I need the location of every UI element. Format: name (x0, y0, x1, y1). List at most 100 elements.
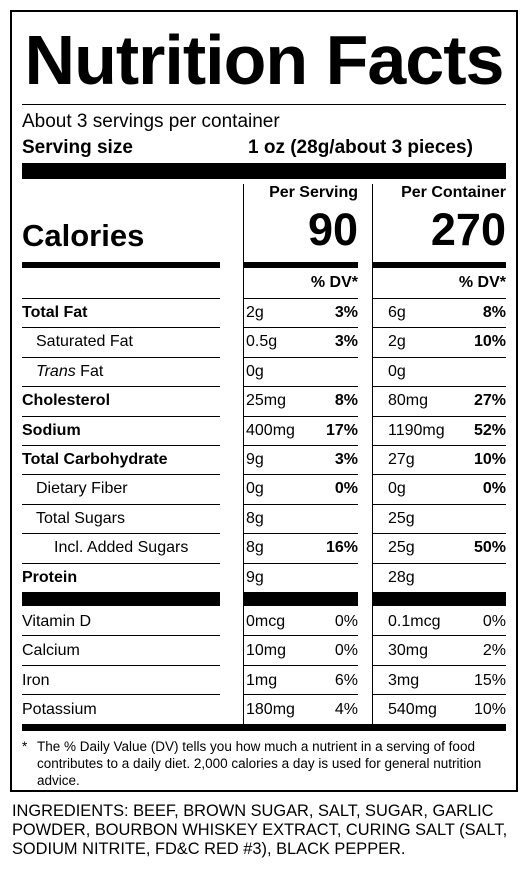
container-dv: 2% (482, 642, 506, 660)
ingredients: INGREDIENTS: BEEF, BROWN SUGAR, SALT, SU… (12, 802, 508, 858)
per-serving-header: Per Serving (269, 184, 358, 201)
row-divider (22, 415, 220, 417)
serving-dv: 0% (334, 613, 358, 630)
nutrition-facts-label: Nutrition Facts About 3 servings per con… (10, 10, 518, 792)
container-dv: 8% (482, 304, 506, 321)
vitamin-name: Vitamin D (22, 613, 92, 630)
nutrient-name: Sodium (22, 421, 81, 439)
serving-amount: 9g (246, 568, 264, 586)
row-divider (244, 356, 358, 358)
nutrient-name: Total Fat (22, 304, 88, 321)
container-amount: 25g (388, 509, 415, 527)
container-amount: 6g (388, 304, 406, 321)
container-amount: 3mg (388, 671, 420, 689)
row-divider (373, 327, 506, 329)
container-amount: 2g (388, 333, 406, 351)
nutrient-name: Total Carbohydrate (22, 451, 168, 468)
vitamin-name: Iron (22, 671, 50, 689)
dv-header-container: % DV* (458, 274, 506, 291)
container-amount: 30mg (388, 642, 429, 660)
vitamin-name: Potassium (22, 701, 97, 719)
row-divider (373, 664, 506, 666)
row-divider (373, 356, 506, 358)
row-divider (244, 298, 358, 299)
row-divider (373, 415, 506, 417)
serving-dv: 3% (334, 304, 358, 321)
row-divider (22, 356, 220, 358)
dv-header-serving: % DV* (310, 274, 358, 291)
thick-divider (22, 724, 506, 731)
row-divider (373, 694, 506, 696)
thick-divider (244, 592, 358, 606)
serving-amount: 1mg (246, 671, 278, 689)
container-dv: 50% (473, 539, 506, 557)
row-divider (244, 386, 358, 388)
row-divider (244, 664, 358, 666)
row-divider (373, 562, 506, 564)
container-dv: 27% (473, 392, 506, 410)
row-divider (22, 533, 220, 535)
row-divider (373, 533, 506, 535)
serving-amount: 8g (246, 509, 264, 527)
container-dv: 10% (473, 451, 506, 468)
serving-amount: 2g (246, 304, 264, 321)
row-divider (22, 327, 220, 329)
medium-divider (22, 262, 220, 268)
medium-divider (373, 262, 506, 268)
serving-size-label: Serving size (22, 137, 133, 158)
serving-amount: 0g (246, 480, 264, 498)
row-divider (373, 445, 506, 446)
row-divider (244, 327, 358, 329)
per-container-header: Per Container (401, 184, 506, 201)
row-divider (373, 298, 506, 299)
row-divider (244, 503, 358, 505)
container-amount: 0g (388, 480, 406, 498)
container-amount: 27g (388, 451, 415, 468)
serving-dv: 3% (334, 451, 358, 468)
row-divider (373, 503, 506, 505)
serving-dv: 0% (334, 480, 358, 498)
nutrient-name: Total Sugars (36, 509, 125, 527)
serving-amount: 0mcg (246, 613, 286, 630)
container-dv: 0% (482, 613, 506, 630)
serving-dv: 4% (334, 701, 358, 719)
container-amount: 28g (388, 568, 415, 586)
serving-amount: 0.5g (246, 333, 278, 351)
row-divider (244, 533, 358, 535)
row-divider (244, 635, 358, 637)
serving-amount: 10mg (246, 642, 287, 660)
servings-per-container: About 3 servings per container (22, 111, 280, 132)
serving-dv: 17% (325, 421, 358, 439)
row-divider (244, 415, 358, 417)
row-divider (22, 503, 220, 505)
serving-dv: 8% (334, 392, 358, 410)
serving-amount: 400mg (246, 421, 295, 439)
nutrient-name: Incl. Added Sugars (54, 539, 189, 557)
column-line (372, 184, 373, 724)
medium-divider (244, 262, 358, 268)
serving-amount: 8g (246, 539, 264, 557)
serving-amount: 180mg (246, 701, 295, 719)
row-divider (373, 386, 506, 388)
container-amount: 80mg (388, 392, 429, 410)
container-dv: 0% (482, 480, 506, 498)
thick-divider (22, 592, 220, 606)
serving-dv: 3% (334, 333, 358, 351)
row-divider (22, 635, 220, 637)
label-title: Nutrition Facts (24, 21, 505, 99)
divider (22, 104, 506, 105)
row-divider (373, 474, 506, 476)
row-divider (244, 474, 358, 476)
column-gap (234, 179, 244, 724)
nutrient-name-italic: Trans (36, 362, 76, 380)
container-dv: 10% (473, 701, 506, 719)
calories-per-container: 270 (430, 204, 506, 255)
container-amount: 0g (388, 362, 406, 380)
serving-dv: 0% (334, 642, 358, 660)
container-amount: 25g (388, 539, 415, 557)
column-gap (359, 179, 369, 724)
serving-amount: 0g (246, 362, 264, 380)
thick-divider (22, 163, 506, 179)
row-divider (22, 298, 220, 299)
container-dv: 10% (473, 333, 506, 351)
